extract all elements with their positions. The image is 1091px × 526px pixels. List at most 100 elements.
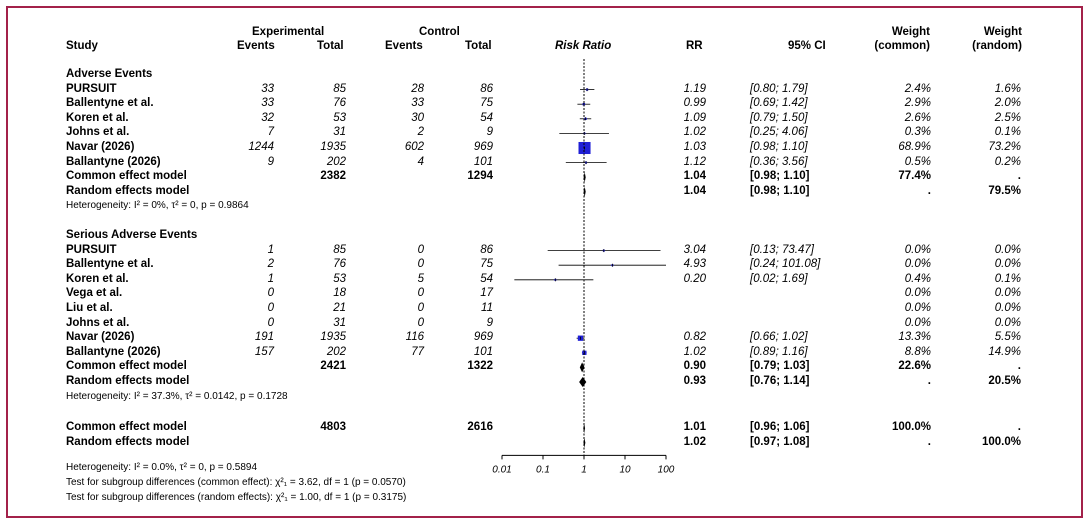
study-row-1-2-e-total: 53: [333, 272, 346, 285]
header-weight-random-bottom: (random): [972, 40, 1022, 52]
study-row-1-2-ci: [0.02; 1.69]: [750, 272, 808, 285]
study-row-0-0-name: PURSUIT: [66, 82, 117, 95]
study-row-0-3-e-events: 7: [267, 126, 274, 139]
groups-0-common-wc: 77.4%: [898, 170, 931, 183]
study-row-0-4-c-events: 602: [404, 141, 424, 153]
study-row-1-6-e-total: 1935: [320, 331, 346, 344]
x-tick-label-4: 100: [658, 464, 675, 475]
groups-1-random-wc: .: [927, 375, 931, 387]
study-row-0-4-wc: 68.9%: [898, 141, 931, 153]
study-row-0-0-c-events: 28: [411, 82, 424, 95]
overall-random-wr: 100.0%: [981, 435, 1021, 448]
study-row-0-5-e-total: 202: [326, 155, 346, 168]
study-row-1-6-c-events: 116: [405, 331, 424, 344]
study-row-0-0-e-total: 85: [333, 82, 346, 95]
study-row-1-7-ci: [0.89; 1.16]: [750, 345, 808, 358]
study-row-0-3-e-total: 31: [333, 126, 346, 139]
study-row-1-5-e-events: 0: [267, 316, 274, 329]
study-row-0-3-rr: 1.02: [683, 126, 706, 139]
study-row-0-1-name: Ballentyne et al.: [66, 97, 154, 110]
study-row-1-7-c-total: 101: [473, 345, 493, 358]
study-row-1-7-e-events: 157: [254, 345, 274, 358]
header-events: Events: [237, 40, 275, 52]
groups-1-common-ci: [0.79; 1.03]: [750, 360, 810, 373]
study-row-0-3-name: Johns et al.: [66, 126, 130, 139]
study-row-1-2-rr: 0.20: [683, 272, 706, 285]
study-row-1-0-e-events: 1: [267, 243, 274, 256]
study-row-0-2-rr: 1.09: [683, 111, 706, 124]
study-row-1-2-wr: 0.1%: [994, 272, 1021, 285]
overall-random-diamond: [583, 437, 586, 448]
header-weight-common-bottom: (common): [874, 40, 930, 52]
study-row-0-3-wc: 0.3%: [904, 126, 931, 139]
study-row-1-1-wr: 0.0%: [994, 258, 1021, 271]
header-total: Total: [317, 40, 344, 52]
overall-common-e-total: 4803: [320, 421, 346, 434]
groups-0-random-wr: 79.5%: [988, 184, 1021, 197]
study-row-0-4-c-total: 969: [473, 141, 493, 153]
header-weight-random: Weight (random): [952, 25, 1022, 53]
study-row-0-4-e-events: 1244: [248, 141, 274, 153]
study-row-1-4-c-total: 11: [481, 302, 493, 314]
study-row-1-3-e-events: 0: [267, 287, 274, 300]
study-row-0-5-e-events: 9: [267, 155, 274, 168]
study-row-1-6-ci: [0.66; 1.02]: [750, 331, 808, 344]
figure-frame: [6, 6, 1083, 518]
study-row-1-2-c-total: 54: [480, 272, 493, 285]
study-row-1-1-e-total: 76: [333, 258, 346, 271]
study-row-1-2-e-events: 1: [267, 272, 274, 285]
study-row-1-3-wc: 0.0%: [904, 287, 931, 300]
study-row-1-7-wr: 14.9%: [988, 345, 1021, 358]
study-row-1-7-c-events: 77: [411, 345, 424, 358]
study-row-0-0-rr: 1.19: [683, 82, 706, 95]
overall-common-wr: .: [1017, 421, 1021, 434]
study-row-0-4-e-total: 1935: [320, 141, 346, 153]
study-row-0-2-e-total: 53: [333, 111, 346, 124]
footer-subgroup-common: Test for subgroup differences (common ef…: [66, 477, 406, 488]
groups-0-common-rr: 1.04: [683, 170, 706, 183]
groups-0-common-e-total: 2382: [320, 170, 346, 183]
study-row-1-6-name: Navar (2026): [66, 331, 135, 344]
study-row-1-6-rr: 0.82: [683, 331, 706, 344]
groups-1-random-wr: 20.5%: [988, 375, 1021, 387]
study-row-1-4-c-events: 0: [417, 302, 424, 314]
study-row-1-7-name: Ballantyne (2026): [66, 345, 161, 358]
study-row-0-2-wr: 2.5%: [994, 111, 1021, 124]
study-row-1-0-e-total: 85: [333, 243, 346, 256]
groups-1-common-diamond: [579, 362, 585, 373]
study-row-1-5-wc: 0.0%: [904, 316, 931, 329]
groups-1-random-rr: 0.93: [683, 375, 706, 387]
groups-0-random-rr: 1.04: [683, 184, 706, 197]
groups-0-common-diamond: [583, 172, 586, 183]
x-tick-label-0: 0.01: [492, 464, 511, 475]
study-row-0-0-e-events: 33: [261, 82, 274, 95]
study-row-1-0-wc: 0.0%: [904, 243, 931, 256]
study-row-1-0-wr: 0.0%: [994, 243, 1021, 256]
study-row-0-4-ci: [0.98; 1.10]: [750, 141, 808, 153]
groups-1-common-c-total: 1322: [467, 360, 493, 373]
study-row-1-6-c-total: 969: [473, 331, 493, 344]
study-row-1-1-wc: 0.0%: [904, 258, 931, 271]
study-row-0-0-wr: 1.6%: [994, 82, 1021, 95]
study-row-1-1-e-events: 2: [267, 258, 274, 271]
study-row-0-1-e-total: 76: [333, 97, 346, 110]
groups-1-common-wr: .: [1017, 360, 1021, 373]
overall-common-c-total: 2616: [467, 421, 493, 434]
study-row-0-3-c-total: 9: [486, 126, 493, 139]
study-row-1-3-name: Vega et al.: [66, 287, 123, 300]
study-row-0-5-c-events: 4: [417, 155, 424, 168]
study-row-1-4-e-total: 21: [333, 302, 346, 314]
study-row-1-5-name: Johns et al.: [66, 316, 130, 329]
study-row-0-2-ci: [0.79; 1.50]: [750, 111, 808, 124]
study-row-0-2-e-events: 32: [261, 111, 274, 124]
study-row-0-5-ci: [0.36; 3.56]: [750, 155, 808, 168]
groups-1-common-rr: 0.90: [683, 360, 706, 373]
groups-0-random-ci: [0.98; 1.10]: [750, 184, 810, 197]
study-row-1-2-name: Koren et al.: [66, 272, 129, 285]
study-row-1-5-wr: 0.0%: [994, 316, 1021, 329]
header-risk-ratio: Risk Ratio: [555, 40, 612, 52]
x-tick-label-1: 0.1: [536, 464, 550, 475]
groups-0-random-diamond: [583, 186, 586, 197]
study-row-1-3-e-total: 18: [333, 287, 346, 300]
